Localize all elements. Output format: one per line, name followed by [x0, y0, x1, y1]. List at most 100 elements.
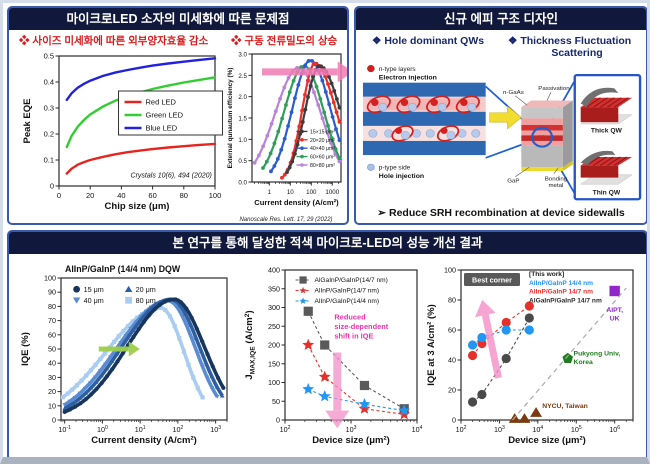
svg-text:Red LED: Red LED: [146, 98, 177, 107]
barrier-layer: [362, 140, 486, 156]
panel-epi-header: 신규 에피 구조 디자인: [356, 8, 646, 30]
gap-label: GaP: [507, 178, 519, 184]
panel-results-title: 본 연구를 통해 달성한 적색 마이크로-LED의 성능 개선 결과: [172, 236, 483, 250]
svg-text:250: 250: [268, 322, 280, 331]
panel-epi-design: 신규 에피 구조 디자인 ❖ Hole dominant QWs ❖ Thick…: [354, 6, 647, 225]
bullet-current-rise: ❖ 구동 전류밀도의 상승: [231, 33, 337, 48]
svg-text:NYCU, Taiwan: NYCU, Taiwan: [542, 403, 588, 410]
device-cube: [521, 100, 573, 172]
chart-peak-eqe-svg: 0 20 40 60 80 100 0 0.1 0.2 0.3 0.4 0.5 Chip size (μ…: [22, 52, 224, 212]
svg-text:0: 0: [57, 191, 61, 200]
svg-text:10: 10: [48, 401, 56, 410]
well-glow: [368, 98, 480, 110]
svg-text:102: 102: [456, 425, 467, 434]
svg-text:100: 100: [44, 274, 56, 283]
pointer-arrow-icon: ➢: [377, 207, 387, 219]
chart-eqe-vs-current-density: 1 10 100 1000 0.0 0.5 1.0 1.5 2.0 2.5 3.0 Current d…: [225, 46, 347, 223]
svg-text:150: 150: [268, 359, 280, 368]
quantum-well-2: [362, 125, 486, 141]
bullet-eqe-drop-label: 사이즈 미세화에 따른 외부양자효율 감소: [32, 35, 209, 47]
panel-epi-title: 신규 에피 구조 디자인: [444, 12, 558, 26]
svg-text:80: 80: [180, 191, 188, 200]
svg-text:100: 100: [209, 191, 222, 200]
svg-text:80: 80: [448, 296, 456, 305]
svg-text:20: 20: [48, 387, 56, 396]
bullet-thickness-fluct: ❖ Thickness Fluctuation Scattering: [508, 35, 646, 59]
svg-text:shift in IQE: shift in IQE: [334, 332, 373, 341]
svg-text:Current density (A/cm²): Current density (A/cm²): [91, 435, 197, 446]
svg-text:AIPT,: AIPT,: [606, 307, 623, 314]
svg-text:0.0: 0.0: [238, 180, 247, 187]
svg-text:AlInP/GaInP(14/7 nm): AlInP/GaInP(14/7 nm): [315, 288, 380, 295]
svg-text:20: 20: [448, 386, 456, 395]
svg-text:40 μm: 40 μm: [84, 296, 104, 305]
svg-text:40: 40: [117, 191, 125, 200]
svg-text:Nanoscale Res. Lett. 17, 29 (2: Nanoscale Res. Lett. 17, 29 (2022): [239, 217, 332, 223]
electron-injection-label: Electron injection: [379, 75, 437, 82]
svg-text:50: 50: [48, 345, 56, 354]
panel-results-header: 본 연구를 통해 달성한 적색 마이크로-LED의 성능 개선 결과: [9, 232, 646, 254]
svg-text:size-dependent: size-dependent: [334, 322, 388, 331]
svg-text:100: 100: [97, 425, 108, 434]
svg-text:0: 0: [276, 416, 280, 425]
svg-text:0.5: 0.5: [44, 52, 54, 61]
svg-text:20 μm: 20 μm: [136, 285, 156, 294]
svg-text:AlGaInP/GaInP 14/7 nm: AlGaInP/GaInP 14/7 nm: [529, 297, 602, 304]
panel-results: 본 연구를 통해 달성한 적색 마이크로-LED의 성능 개선 결과 10-1 1…: [7, 230, 647, 457]
svg-text:350: 350: [268, 284, 280, 293]
svg-text:[This work]: [This work]: [529, 271, 564, 278]
svg-text:Current density (A/cm²): Current density (A/cm²): [254, 198, 339, 207]
svg-text:20: 20: [86, 191, 94, 200]
panel-problem-header: 마이크로LED 소자의 미세화에 따른 문제점: [9, 8, 347, 30]
svg-text:100: 100: [306, 189, 317, 196]
barrier-layer: [362, 111, 486, 126]
svg-text:15 μm: 15 μm: [84, 285, 104, 294]
bullet-thickness-fluct-label: Thickness Fluctuation: [520, 35, 632, 47]
svg-text:0.3: 0.3: [44, 104, 54, 113]
bullet-eqe-drop: ❖ 사이즈 미세화에 따른 외부양자효율 감소: [19, 33, 208, 48]
svg-text:104: 104: [532, 425, 543, 434]
svg-text:101: 101: [135, 425, 146, 434]
epi-footnote: ➢ Reduce SRH recombination at device sid…: [356, 207, 646, 219]
chart-iqe-j-svg: 10-1 100 101 102 1030102030405060708090100Cu…: [20, 264, 228, 446]
chart-jmax-vs-device-size: 102 103 104 0 50 100 150 200 250 300 350 400 Device …: [241, 260, 427, 457]
chart-iqe3-svg: 102 103 104 105 106 0 20 40 60 80 100 Device size (…: [426, 266, 634, 446]
svg-text:50: 50: [272, 397, 280, 406]
hole-injection-label: Hole injection: [379, 173, 424, 180]
qw-band-diagram: n-type layers Electron injection: [362, 65, 486, 180]
chart-iqe-benchmark-vs-device-size: 102 103 104 105 106 0 20 40 60 80 100 Device size (…: [425, 260, 643, 457]
svg-text:UK: UK: [610, 316, 620, 323]
svg-text:Device size (μm²): Device size (μm²): [312, 435, 390, 446]
chart-jmax-svg: 102 103 104 0 50 100 150 200 250 300 350 400 Device …: [244, 266, 423, 447]
svg-text:103: 103: [346, 425, 357, 434]
panel-problem-title: 마이크로LED 소자의 미세화에 따른 문제점: [66, 12, 290, 26]
svg-text:Crystals 10(6), 494 (2020): Crystals 10(6), 494 (2020): [131, 172, 212, 179]
svg-text:40×40 μm²: 40×40 μm²: [310, 146, 335, 152]
svg-text:20×20 μm²: 20×20 μm²: [310, 138, 335, 144]
n-type-label: n-type layers: [379, 66, 416, 73]
svg-text:AlInP/GaInP(14/4 nm): AlInP/GaInP(14/4 nm): [315, 298, 380, 305]
svg-text:External qunautum efficiency (: External qunautum efficiency (%): [227, 68, 234, 169]
svg-text:106: 106: [609, 425, 620, 434]
diamond-bullet-icon: ❖: [19, 35, 30, 47]
exciton-pairs-well1: [366, 95, 480, 114]
svg-text:Chip size (μm): Chip size (μm): [105, 201, 170, 212]
exciton-pairs-well2: [368, 125, 481, 142]
svg-text:0: 0: [52, 416, 56, 425]
svg-text:100: 100: [268, 378, 280, 387]
svg-text:AlGaInP/GaInP(14/7 nm): AlGaInP/GaInP(14/7 nm): [315, 277, 388, 284]
chart-eqe-j-svg: 1 10 100 1000 0.0 0.5 1.0 1.5 2.0 2.5 3.0 Current d…: [227, 52, 347, 223]
svg-text:60: 60: [148, 191, 156, 200]
svg-text:60×60 μm²: 60×60 μm²: [310, 155, 335, 161]
svg-text:Peak EQE: Peak EQE: [22, 99, 33, 144]
qw-thickness-box: Thick QW Thin QW: [573, 74, 642, 201]
svg-text:102: 102: [280, 425, 291, 434]
svg-text:60: 60: [48, 330, 56, 339]
diamond-bullet-icon: ❖: [372, 35, 382, 47]
svg-text:0: 0: [452, 416, 456, 425]
epi-footnote-label: Reduce SRH recombination at device sidew…: [388, 207, 625, 219]
diamond-bullet-icon: ❖: [231, 35, 242, 47]
svg-text:Blue LED: Blue LED: [146, 124, 178, 133]
bullet-current-rise-label: 구동 전류밀도의 상승: [244, 35, 338, 47]
